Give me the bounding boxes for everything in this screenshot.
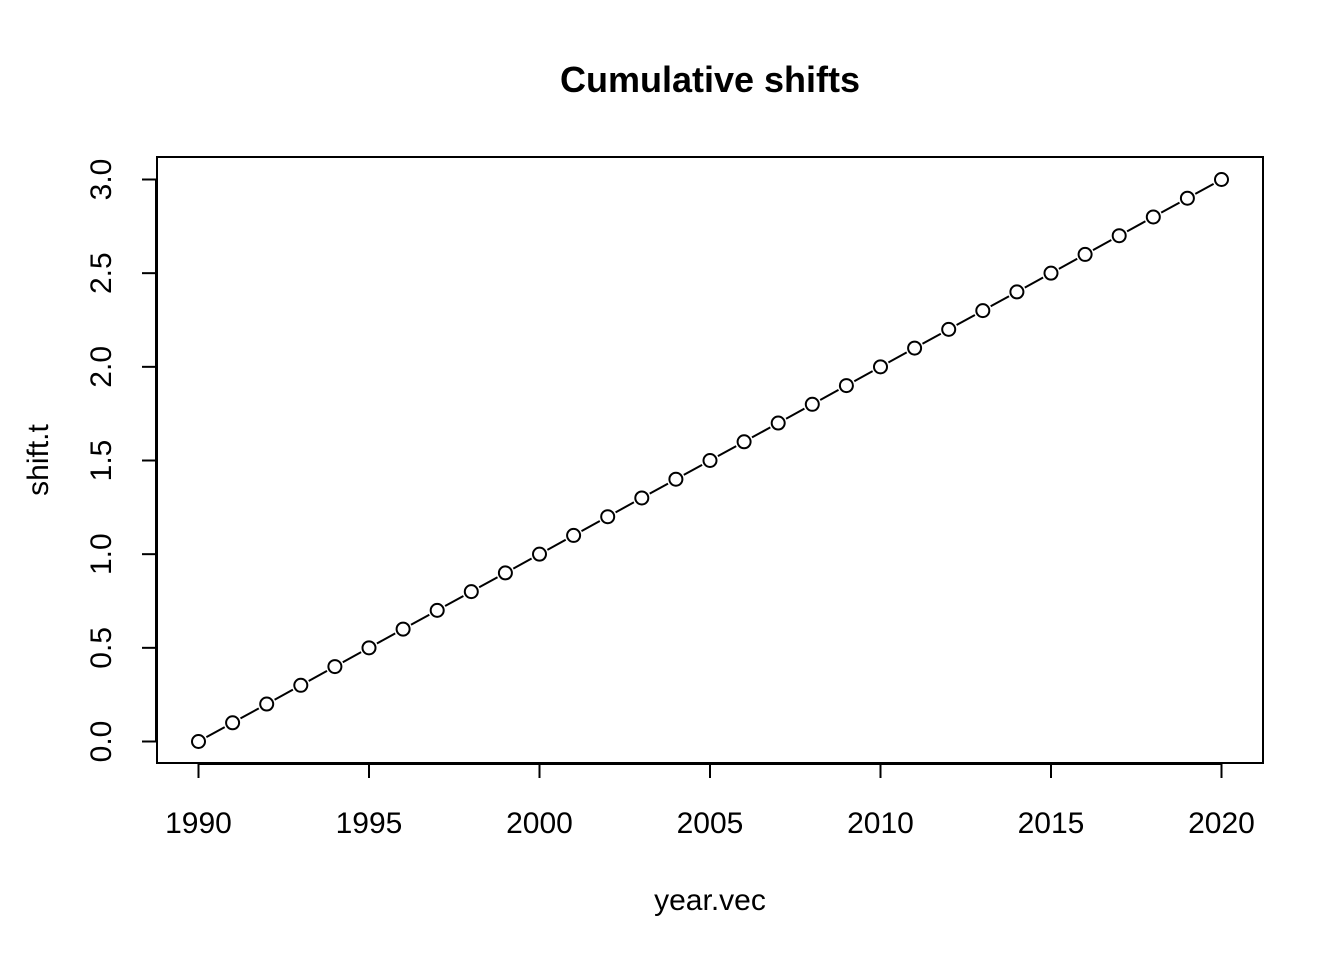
x-tick-label: 2005 bbox=[677, 807, 744, 840]
data-point bbox=[873, 359, 888, 375]
x-tick-label: 1990 bbox=[165, 807, 232, 840]
series-line-segment bbox=[376, 632, 396, 645]
x-tick-label: 2010 bbox=[847, 807, 914, 840]
series-line-segment bbox=[1160, 201, 1180, 214]
series-line-segment bbox=[751, 426, 771, 439]
y-axis-label: shift.t bbox=[22, 423, 55, 495]
x-axis: 1990 1995 2000 2005 2010 2015 2020 bbox=[165, 763, 1255, 840]
series-line-segment bbox=[819, 389, 839, 401]
y-tick-label: 2.0 bbox=[85, 346, 118, 388]
data-point bbox=[941, 321, 957, 337]
data-point bbox=[293, 677, 309, 693]
series-line-segment bbox=[581, 520, 601, 532]
series-line-segment bbox=[1126, 220, 1146, 233]
y-tick-label: 1.5 bbox=[85, 440, 118, 482]
y-tick-label: 2.5 bbox=[85, 252, 118, 294]
series-line-segment bbox=[990, 295, 1010, 308]
data-point bbox=[327, 659, 343, 675]
y-tick-label: 1.0 bbox=[85, 533, 118, 575]
y-tick-label: 0.0 bbox=[85, 721, 118, 763]
series-line-segment bbox=[717, 445, 737, 458]
series-line-segment bbox=[410, 613, 430, 626]
x-tick-label: 2020 bbox=[1188, 807, 1255, 840]
data-point bbox=[600, 509, 616, 525]
data-point bbox=[804, 396, 820, 412]
data-point bbox=[429, 602, 445, 618]
data-point bbox=[1009, 284, 1025, 300]
chart-title: Cumulative shifts bbox=[560, 59, 860, 100]
data-point bbox=[702, 453, 718, 468]
data-point bbox=[1145, 209, 1161, 225]
x-tick-label: 2000 bbox=[506, 807, 573, 840]
series-line-segment bbox=[205, 726, 226, 739]
series-line-segment bbox=[649, 482, 669, 495]
data-point bbox=[736, 434, 752, 450]
series-line-segment bbox=[1194, 182, 1215, 195]
series-line-segment bbox=[478, 576, 498, 589]
series-line-segment bbox=[683, 463, 703, 476]
series-line-segment bbox=[512, 557, 533, 570]
data-point bbox=[1111, 228, 1127, 244]
data-point bbox=[497, 565, 513, 581]
data-point bbox=[1077, 246, 1093, 262]
series bbox=[191, 172, 1229, 749]
y-tick-label: 3.0 bbox=[85, 159, 118, 201]
data-point bbox=[566, 527, 582, 543]
series-line-segment bbox=[956, 314, 976, 326]
data-point bbox=[668, 471, 684, 487]
series-line-segment bbox=[546, 538, 567, 551]
data-point bbox=[1214, 172, 1229, 187]
series-line-segment bbox=[274, 688, 294, 701]
data-point bbox=[463, 584, 479, 600]
data-point bbox=[1179, 190, 1195, 206]
data-point bbox=[634, 490, 650, 506]
series-line-segment bbox=[1092, 239, 1112, 251]
data-point bbox=[259, 696, 275, 712]
data-point bbox=[225, 715, 241, 731]
data-point bbox=[361, 640, 377, 656]
data-point bbox=[838, 378, 854, 394]
data-point bbox=[975, 303, 991, 319]
series-line-segment bbox=[342, 651, 362, 664]
series-line-segment bbox=[1058, 257, 1078, 270]
data-point bbox=[1043, 265, 1059, 281]
series-line-segment bbox=[1024, 276, 1044, 289]
series-line-segment bbox=[785, 407, 805, 420]
data-point bbox=[770, 415, 786, 431]
data-point bbox=[907, 340, 923, 356]
series-line-segment bbox=[615, 501, 635, 514]
y-tick-label: 0.5 bbox=[85, 627, 118, 669]
series-line-segment bbox=[922, 332, 942, 345]
series-line-segment bbox=[853, 370, 874, 383]
series-line-segment bbox=[308, 670, 328, 682]
series-line-segment bbox=[887, 351, 908, 364]
data-point bbox=[191, 734, 206, 749]
data-point bbox=[532, 546, 547, 562]
y-axis: 0.0 0.5 1.0 1.5 2.0 2.5 3.0 bbox=[85, 159, 157, 763]
x-axis-label: year.vec bbox=[654, 884, 766, 917]
x-tick-label: 1995 bbox=[336, 807, 403, 840]
x-tick-label: 2015 bbox=[1018, 807, 1085, 840]
data-point bbox=[395, 621, 411, 637]
series-line-segment bbox=[444, 595, 464, 607]
series-line-segment bbox=[240, 707, 260, 720]
